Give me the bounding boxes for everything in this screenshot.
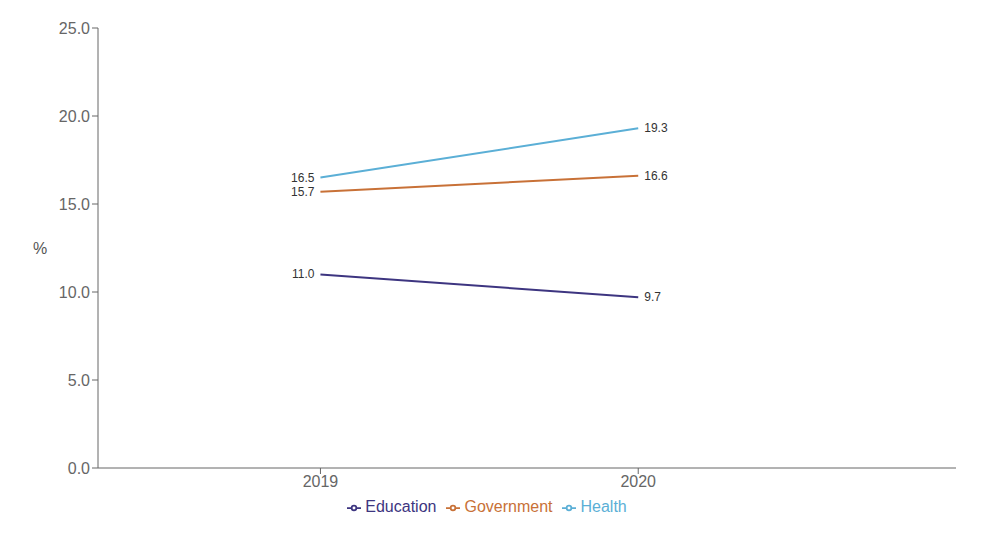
svg-text:20.0: 20.0 <box>59 108 90 125</box>
svg-text:16.6: 16.6 <box>644 169 668 183</box>
svg-text:9.7: 9.7 <box>644 290 661 304</box>
svg-text:15.7: 15.7 <box>291 185 315 199</box>
svg-text:0.0: 0.0 <box>68 460 90 477</box>
html-text:Health: Health <box>580 498 627 515</box>
svg-text:%: % <box>33 240 47 257</box>
svg-text:2019: 2019 <box>303 473 339 490</box>
svg-text:2020: 2020 <box>620 473 656 490</box>
svg-text:19.3: 19.3 <box>644 121 668 135</box>
html-text:Government: Government <box>464 498 553 515</box>
svg-text:16.5: 16.5 <box>291 171 315 185</box>
svg-text:10.0: 10.0 <box>59 284 90 301</box>
svg-text:11.0: 11.0 <box>292 267 315 281</box>
svg-text:25.0: 25.0 <box>59 20 90 37</box>
html-text:Education: Education <box>365 498 437 515</box>
svg-text:15.0: 15.0 <box>59 196 90 213</box>
svg-text:5.0: 5.0 <box>68 372 90 389</box>
